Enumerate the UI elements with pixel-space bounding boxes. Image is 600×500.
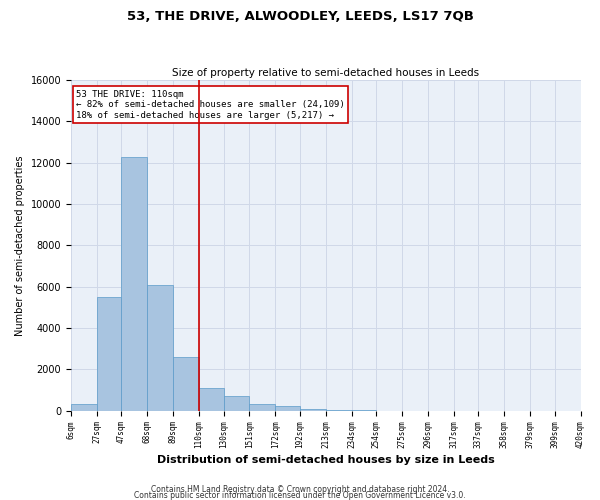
Bar [300, 408, 326, 410]
Y-axis label: Number of semi-detached properties: Number of semi-detached properties [15, 155, 25, 336]
Bar [97, 297, 121, 410]
Text: Contains HM Land Registry data © Crown copyright and database right 2024.: Contains HM Land Registry data © Crown c… [151, 484, 449, 494]
Text: 53, THE DRIVE, ALWOODLEY, LEEDS, LS17 7QB: 53, THE DRIVE, ALWOODLEY, LEEDS, LS17 7Q… [127, 10, 473, 23]
Bar [121, 156, 148, 410]
Bar [250, 404, 275, 410]
Bar [224, 396, 250, 410]
Bar [71, 404, 97, 410]
Text: 53 THE DRIVE: 110sqm
← 82% of semi-detached houses are smaller (24,109)
18% of s: 53 THE DRIVE: 110sqm ← 82% of semi-detac… [76, 90, 345, 120]
Bar [148, 284, 173, 410]
Title: Size of property relative to semi-detached houses in Leeds: Size of property relative to semi-detach… [172, 68, 479, 78]
Text: Contains public sector information licensed under the Open Government Licence v3: Contains public sector information licen… [134, 490, 466, 500]
Bar [173, 357, 199, 410]
X-axis label: Distribution of semi-detached houses by size in Leeds: Distribution of semi-detached houses by … [157, 455, 494, 465]
Bar [275, 406, 300, 410]
Bar [199, 388, 224, 410]
